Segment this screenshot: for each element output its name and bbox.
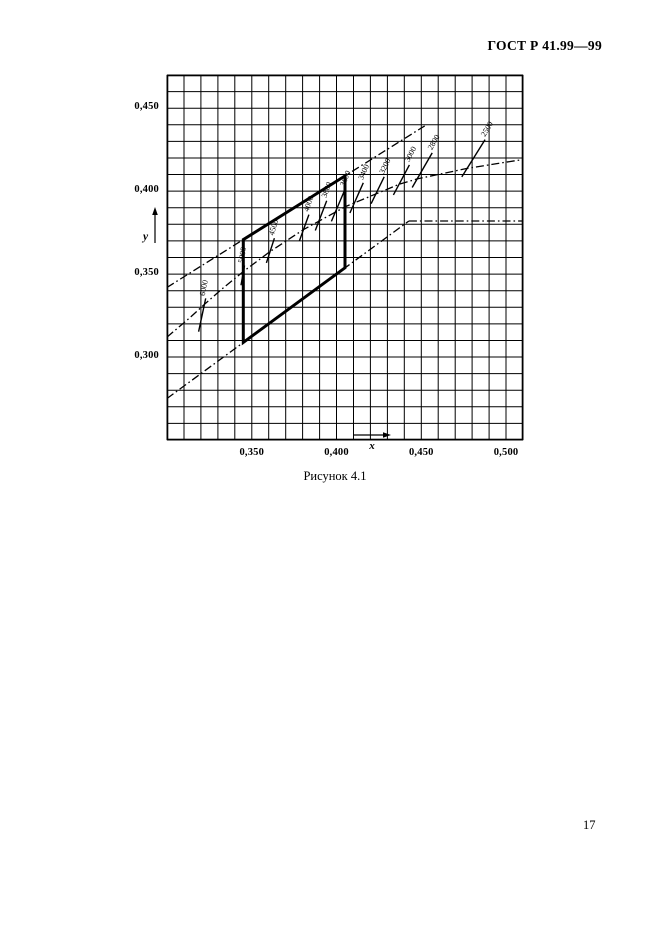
isotherm-2800 [411,152,433,188]
isotherm-4000 [298,214,310,242]
tolerance-quadrilateral [241,173,347,346]
isotherm-label-3600: 3600 [338,169,353,187]
y-axis-letter: y [143,230,149,243]
x-tick-0,400: 0,400 [324,447,349,458]
figure-caption: Рисунок 4.1 [303,469,367,483]
y-tick-0,350: 0,350 [134,267,159,279]
isotherm-4500 [265,237,276,264]
right-arrow-icon [353,432,391,438]
x-tick-0,450: 0,450 [408,447,434,458]
y-tick-0,400: 0,400 [134,184,159,196]
y-axis-label: y [143,207,160,243]
isotherm-label-3400: 3400 [356,163,371,181]
x-axis-letter: x [369,440,375,452]
x-tick-0,350: 0,350 [239,447,265,458]
isotherm-label-4000: 4000 [302,195,316,213]
isotherm-label-2800: 2800 [426,133,442,151]
plot-border [166,74,524,441]
x-tick-0,500: 0,500 [493,447,519,458]
isotherm-3400 [349,182,364,214]
isotherm-3000 [392,164,411,196]
isotherm-label-5000: 5000 [236,246,248,263]
y-tick-0,450: 0,450 [134,101,159,113]
standard-header: ГОСТ Р 41.99—99 [487,38,602,53]
isotherm-label-3000: 3000 [403,145,418,163]
isotherm-label-6000: 6000 [198,279,210,297]
purple-boundary-line [166,220,410,400]
isotherm-6000 [197,298,207,332]
isotherm-3200 [370,176,385,205]
isotherm-5000 [240,265,246,286]
y-tick-0,300: 0,300 [134,350,159,362]
isotherm-label-3200: 3200 [377,157,392,175]
isotherm-3800 [314,200,328,231]
isotherm-3600 [330,188,346,222]
isotherm-label-2500: 2500 [479,120,495,138]
x-axis-label: x [349,430,395,452]
isotherm-label-3800: 3800 [320,181,334,199]
isotherm-2500 [461,139,486,178]
page-number: 17 [583,818,596,832]
chromaticity-chart: 6000 5000 4500 4000 3800 3600 3400 3200 3000 2800… [134,74,524,458]
up-arrow-icon [152,207,158,243]
